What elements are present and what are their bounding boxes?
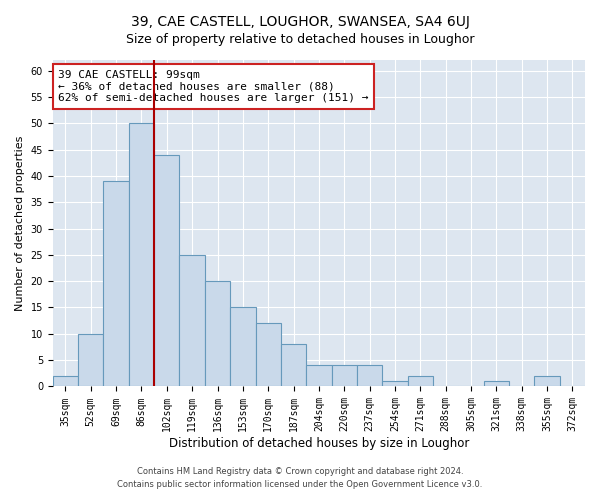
Bar — [78, 334, 103, 386]
Bar — [154, 155, 179, 386]
Bar — [179, 255, 205, 386]
Bar — [129, 123, 154, 386]
Text: 39, CAE CASTELL, LOUGHOR, SWANSEA, SA4 6UJ: 39, CAE CASTELL, LOUGHOR, SWANSEA, SA4 6… — [131, 15, 469, 29]
Bar — [205, 281, 230, 386]
Bar — [382, 381, 407, 386]
Y-axis label: Number of detached properties: Number of detached properties — [15, 136, 25, 311]
Bar — [357, 366, 382, 386]
Bar — [103, 181, 129, 386]
Bar — [484, 381, 509, 386]
Bar — [281, 344, 306, 387]
Bar — [53, 376, 78, 386]
Text: Contains HM Land Registry data © Crown copyright and database right 2024.
Contai: Contains HM Land Registry data © Crown c… — [118, 468, 482, 489]
Bar — [306, 366, 332, 386]
Bar — [256, 324, 281, 386]
Bar — [407, 376, 433, 386]
Text: 39 CAE CASTELL: 99sqm
← 36% of detached houses are smaller (88)
62% of semi-deta: 39 CAE CASTELL: 99sqm ← 36% of detached … — [58, 70, 368, 103]
Bar — [535, 376, 560, 386]
Text: Size of property relative to detached houses in Loughor: Size of property relative to detached ho… — [126, 32, 474, 46]
Bar — [332, 366, 357, 386]
Bar — [230, 308, 256, 386]
X-axis label: Distribution of detached houses by size in Loughor: Distribution of detached houses by size … — [169, 437, 469, 450]
